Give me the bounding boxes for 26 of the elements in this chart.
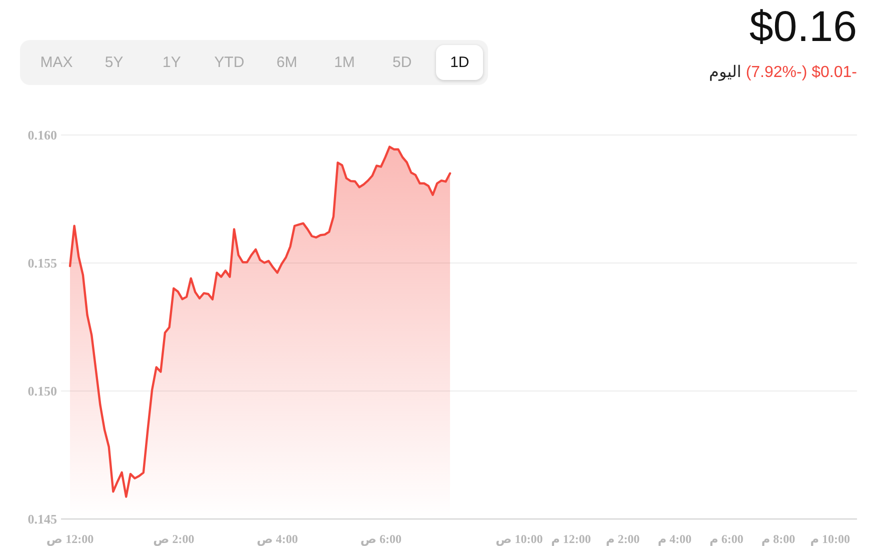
text: 5Y: [90, 45, 138, 80]
chart-title: $0.16: [749, 2, 857, 52]
x-tick-label: 6:00 م: [710, 532, 744, 546]
x-tick-label: 12:00 ص: [46, 532, 94, 546]
text: 1Y: [148, 45, 196, 80]
text: اليوم: [709, 64, 742, 81]
text: MAX: [33, 45, 80, 80]
x-tick-label: 10:00 م: [810, 532, 850, 546]
x-tick-label: 6:00 ص: [360, 532, 402, 546]
x-tick-label: 2:00 ص: [153, 532, 194, 546]
x-tick-label: 4:00 ص: [256, 532, 298, 546]
text: 6M: [263, 45, 310, 80]
y-tick-label: 0.150: [28, 384, 57, 398]
text: YTD: [206, 45, 253, 80]
y-tick-label: 0.155: [28, 256, 58, 270]
x-tick-label: 4:00 م: [658, 532, 692, 546]
x-tick-label: 8:00 م: [761, 532, 796, 546]
x-tick-label: 10:00 ص: [496, 532, 543, 546]
chart-subtitle: -$0.01 (-7.92%): [746, 64, 857, 81]
text: 1M: [321, 45, 368, 80]
y-tick-label: 0.160: [28, 128, 57, 142]
x-tick-label: 2:00 م: [606, 532, 640, 546]
text: 1D: [436, 45, 484, 80]
y-tick-label: 0.145: [28, 512, 58, 526]
text: 5D: [378, 45, 426, 80]
x-tick-label: 12:00 م: [551, 532, 591, 546]
